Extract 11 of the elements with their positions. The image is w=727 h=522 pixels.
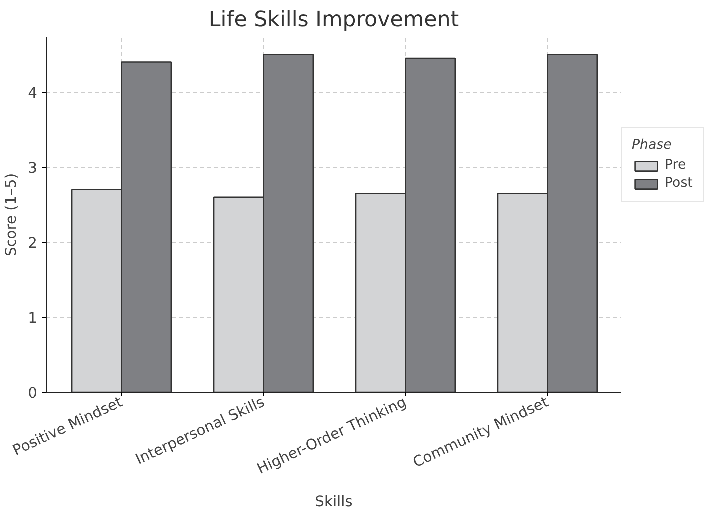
x-axis-title: Skills [315, 494, 353, 511]
y-tick-label: 1 [28, 310, 38, 327]
legend-label: Pre [665, 158, 686, 173]
y-axis-title: Score (1–5) [3, 173, 20, 257]
legend-title: Phase [632, 138, 673, 153]
y-tick-label: 0 [28, 385, 38, 402]
y-tick-label: 4 [28, 84, 38, 102]
y-tick-label: 3 [28, 160, 38, 177]
chart-title: Life Skills Improvement [208, 8, 460, 32]
y-tick-label: 2 [28, 234, 38, 252]
legend-label: Post [665, 176, 693, 191]
